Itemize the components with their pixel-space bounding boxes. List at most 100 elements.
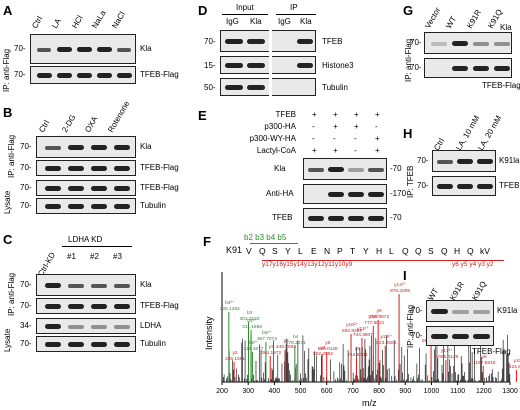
blot-anti-ha	[303, 184, 387, 204]
panel-label-g: G	[403, 3, 414, 18]
sign: +	[333, 122, 338, 131]
blot-k91la	[432, 150, 496, 172]
x-tick-label: 400	[269, 388, 281, 395]
peptide-residue: Q	[259, 246, 266, 256]
peptide-residue: L	[389, 246, 394, 256]
blot-label: Kla	[274, 164, 286, 173]
sign: +	[354, 122, 359, 131]
peak-mz-label: 713.6003	[347, 352, 367, 358]
blot-label: Kla	[140, 142, 152, 151]
blot-label: Kla	[500, 23, 512, 32]
blot-tubulin	[36, 198, 136, 214]
mw-marker: 50-	[204, 83, 216, 92]
blot-kla	[30, 34, 136, 64]
y-ion-header-right: y6 y5 y4 y3 y2	[452, 261, 494, 268]
blot-tfeb-flag	[36, 298, 136, 314]
mw-marker: -170	[390, 189, 407, 198]
peak-mz-label: 876.3299	[390, 288, 410, 294]
peak-ion-label: y8	[482, 354, 487, 360]
mw-marker: 70-	[417, 181, 429, 190]
condition-name: p300-HA	[264, 122, 296, 131]
mw-marker: 70-	[411, 331, 423, 340]
lane-label: Kla	[250, 17, 262, 26]
mw-marker: 70-	[204, 37, 216, 46]
peak-mz-label: 311.1698	[242, 324, 262, 330]
mw-marker: 34-	[20, 321, 32, 330]
blot-ldha	[36, 318, 136, 334]
mw-marker: 70-	[411, 306, 423, 315]
mw-marker: 70-	[20, 301, 32, 310]
sign: +	[333, 110, 338, 119]
peptide-prefix: K91	[226, 245, 243, 255]
blot-label: Tubulin	[322, 83, 348, 92]
peptide-residue: L	[298, 246, 303, 256]
mw-marker: 70-	[410, 63, 422, 72]
blot-tfeb-flag-ip	[36, 160, 136, 176]
x-tick-label: 700	[347, 388, 359, 395]
blot-tfeb-flag	[30, 66, 136, 84]
peak-mz-label: 796.3872	[369, 314, 389, 320]
sign: +	[375, 110, 380, 119]
peak-ion-label: y6	[355, 346, 360, 352]
peak-ion-label: y3	[283, 338, 288, 344]
blot-label: TFEB	[322, 37, 343, 46]
peptide-residue: Q	[402, 246, 409, 256]
blot-label: TFEB-Flag	[140, 70, 179, 79]
ip-label: IP: anti-Flag	[406, 304, 415, 348]
group-line	[62, 246, 132, 247]
y-ion-bracket	[262, 260, 504, 261]
lane-label: IgG	[278, 17, 291, 26]
blot-kla	[36, 274, 136, 296]
blot-label: Tubulin	[140, 201, 166, 210]
peptide-residue: Y	[363, 246, 369, 256]
blot-tubulin	[220, 78, 316, 96]
blot-label: LDHA	[140, 321, 162, 330]
mw-marker: -70	[390, 164, 402, 173]
y-ion-header: y17y16y15y14y13y12y11y10y9	[262, 261, 353, 268]
peak-mz-label: 226.1262	[220, 306, 240, 312]
blot-label: K91la	[497, 306, 518, 315]
blot-tfeb-flag	[426, 326, 494, 346]
blot-kla	[424, 32, 512, 54]
peak-ion-label: b3²⁺	[225, 300, 235, 306]
peak-ion-label: y3	[269, 344, 274, 350]
peptide-residue: V	[246, 246, 252, 256]
ip-line	[276, 14, 316, 15]
blot-label: Kla	[140, 44, 152, 53]
b-ion-bracket	[250, 243, 298, 244]
condition-name: Lactyl-CoA	[256, 146, 296, 155]
x-tick-label: 300	[242, 388, 254, 395]
blot-label: TFEB-Flag	[472, 347, 511, 356]
panel-label-d: D	[198, 3, 208, 18]
x-tick-label: 1100	[450, 388, 465, 395]
panel-label-f: F	[203, 234, 211, 249]
mw-marker: 70-	[20, 183, 32, 192]
sign: +	[375, 134, 380, 143]
blot-label: TFEB-Flag	[140, 163, 179, 172]
ip-label: IP: TFEB	[406, 165, 415, 198]
blot-label: Histone3	[322, 61, 354, 70]
condition-name: p300-WY-HA	[249, 134, 296, 143]
peptide-residue: E	[311, 246, 317, 256]
peptide-residue: P	[337, 246, 343, 256]
sign: -	[354, 134, 357, 143]
blot-tfeb	[220, 30, 316, 52]
sign: -	[312, 122, 315, 131]
lane-divider	[269, 30, 272, 96]
peptide-residue: Q	[415, 246, 422, 256]
x-tick-label: 1300	[502, 388, 518, 395]
sign: -	[312, 134, 315, 143]
mw-marker: 70-	[410, 38, 422, 47]
panel-label-i: I	[403, 268, 407, 283]
peak-mz-label: 600.0128	[318, 346, 338, 352]
peptide-residue: S	[428, 246, 434, 256]
peptide-residue: S	[272, 246, 278, 256]
peptide-residue: Q	[467, 246, 474, 256]
lane-label: #3	[113, 252, 122, 261]
blot-label: TFEB	[272, 213, 293, 222]
peptide-residue: H	[454, 246, 461, 256]
blot-label: TFEB	[499, 181, 520, 190]
sign: +	[354, 110, 359, 119]
panel-label-h: H	[403, 126, 413, 141]
